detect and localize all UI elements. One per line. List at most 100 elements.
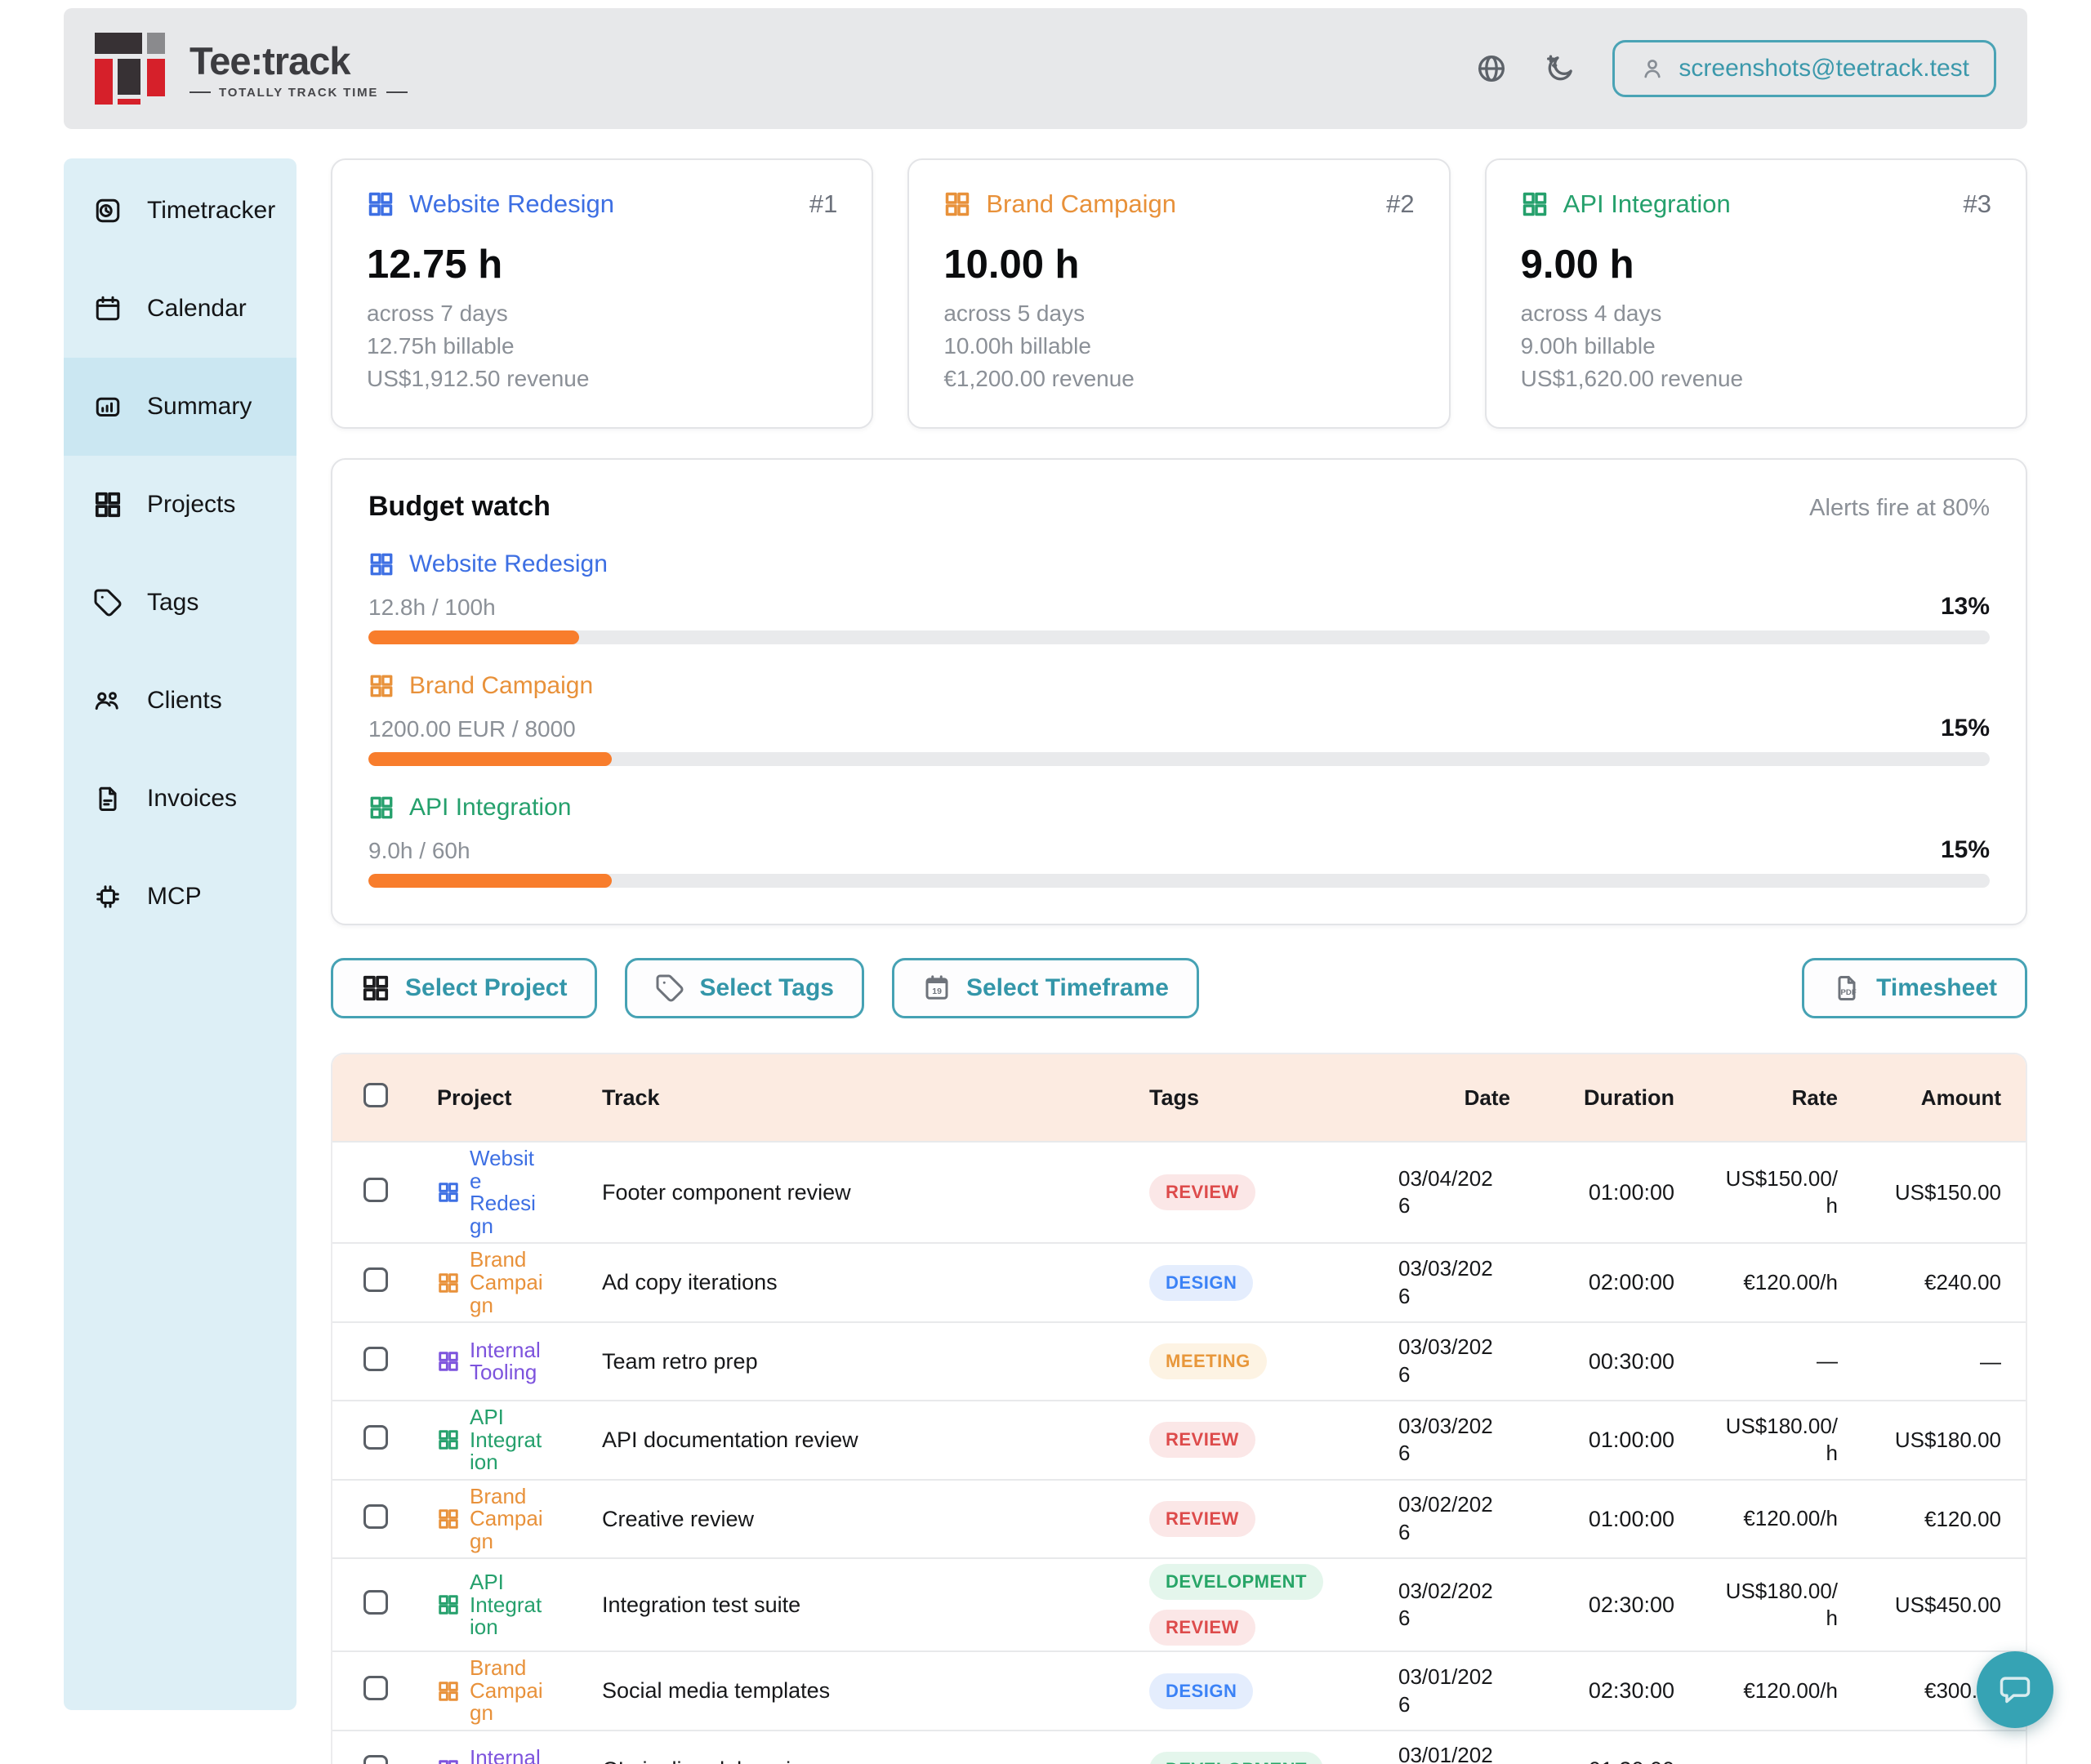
project-link[interactable]: Website Redesign xyxy=(470,1147,543,1237)
row-checkbox[interactable] xyxy=(363,1676,388,1700)
budget-usage: 12.8h / 100h xyxy=(368,595,496,621)
chat-support-button[interactable] xyxy=(1977,1651,2053,1728)
tags-cell: DEVELOPMENT xyxy=(1143,1752,1392,1764)
entry-date: 03/01/2026 xyxy=(1392,1742,1510,1764)
tag-badge: REVIEW xyxy=(1149,1610,1255,1646)
entry-date: 03/03/2026 xyxy=(1392,1413,1510,1468)
project-link[interactable]: API Integration xyxy=(470,1406,543,1474)
budget-percent: 13% xyxy=(1941,593,1990,621)
row-checkbox[interactable] xyxy=(363,1755,388,1764)
entry-amount: US$450.00 xyxy=(1838,1592,2001,1618)
row-checkbox[interactable] xyxy=(363,1504,388,1529)
tags-cell: REVIEW xyxy=(1143,1174,1392,1210)
entry-date: 03/02/2026 xyxy=(1392,1491,1510,1547)
budget-progress-track xyxy=(368,630,1990,644)
project-grid-icon xyxy=(943,190,971,218)
table-row: API Integration API documentation reviewR… xyxy=(332,1400,2026,1479)
main-content: Website Redesign#112.75 hacross 7 days12… xyxy=(331,158,2027,1764)
row-checkbox[interactable] xyxy=(363,1267,388,1292)
tags-cell: DESIGN xyxy=(1143,1265,1392,1301)
entry-rate: — xyxy=(1674,1756,1838,1764)
entry-rate: US$180.00/h xyxy=(1674,1578,1838,1633)
project-grid-icon xyxy=(437,1508,460,1530)
project-hours: 12.75 h xyxy=(367,242,837,287)
entry-duration: 01:00:00 xyxy=(1510,1428,1674,1453)
tags-cell: DESIGN xyxy=(1143,1673,1392,1709)
entry-amount: — xyxy=(1838,1757,2001,1764)
entry-duration: 02:30:00 xyxy=(1510,1678,1674,1704)
budget-row: Website Redesign 12.8h / 100h 13% xyxy=(368,550,1990,644)
column-header-rate: Rate xyxy=(1674,1085,1838,1111)
language-globe-icon[interactable] xyxy=(1475,52,1508,85)
project-card-link[interactable]: API Integration xyxy=(1563,189,1731,219)
user-email: screenshots@teetrack.test xyxy=(1679,55,1969,82)
table-row: Internal ToolingCI pipeline debuggingDEV… xyxy=(332,1730,2026,1764)
select-tags-button[interactable]: Select Tags xyxy=(625,958,864,1018)
sidebar-item-summary[interactable]: Summary xyxy=(64,358,296,456)
budget-project-link[interactable]: Brand Campaign xyxy=(368,672,1990,700)
select-timeframe-button[interactable]: 19 Select Timeframe xyxy=(892,958,1199,1018)
sidebar-item-calendar[interactable]: Calendar xyxy=(64,260,296,358)
track-description: API documentation review xyxy=(569,1428,1143,1453)
sidebar-item-clients[interactable]: Clients xyxy=(64,652,296,750)
budget-percent: 15% xyxy=(1941,836,1990,864)
row-checkbox[interactable] xyxy=(363,1178,388,1202)
project-card-link[interactable]: Website Redesign xyxy=(409,189,614,219)
tag-badge: REVIEW xyxy=(1149,1174,1255,1210)
table-row: API IntegrationIntegration test suiteDEV… xyxy=(332,1557,2026,1650)
project-link[interactable]: Brand Campaign xyxy=(470,1486,543,1553)
budget-percent: 15% xyxy=(1941,715,1990,742)
grid-icon xyxy=(361,973,390,1003)
budget-project-link[interactable]: API Integration xyxy=(368,794,1990,822)
row-checkbox[interactable] xyxy=(363,1425,388,1450)
sidebar-item-tags[interactable]: Tags xyxy=(64,554,296,652)
sidebar-item-projects[interactable]: Projects xyxy=(64,456,296,554)
entry-date: 03/01/2026 xyxy=(1392,1664,1510,1719)
pdf-file-icon: PDF xyxy=(1832,973,1861,1003)
project-card-website-redesign: Website Redesign#112.75 hacross 7 days12… xyxy=(331,158,873,429)
project-rank: #1 xyxy=(809,189,837,219)
sidebar-item-mcp[interactable]: MCP xyxy=(64,848,296,946)
column-header-project: Project xyxy=(414,1085,569,1111)
track-description: Creative review xyxy=(569,1507,1143,1532)
project-link[interactable]: Brand Campaign xyxy=(470,1657,543,1725)
row-checkbox[interactable] xyxy=(363,1347,388,1371)
tags-cell: REVIEW xyxy=(1143,1422,1392,1458)
sidebar-item-invoices[interactable]: Invoices xyxy=(64,750,296,848)
budget-project-link[interactable]: Website Redesign xyxy=(368,550,1990,578)
sidebar-item-timetracker[interactable]: Timetracker xyxy=(64,162,296,260)
row-checkbox[interactable] xyxy=(363,1590,388,1615)
project-card-link[interactable]: Brand Campaign xyxy=(986,189,1176,219)
table-row: Brand CampaignSocial media templatesDESI… xyxy=(332,1650,2026,1730)
entry-amount: — xyxy=(1838,1349,2001,1374)
track-description: Ad copy iterations xyxy=(569,1270,1143,1295)
summary-cards: Website Redesign#112.75 hacross 7 days12… xyxy=(331,158,2027,429)
budget-row: Brand Campaign 1200.00 EUR / 8000 15% xyxy=(368,672,1990,766)
project-link[interactable]: Brand Campaign xyxy=(470,1249,543,1316)
select-project-button[interactable]: Select Project xyxy=(331,958,597,1018)
entry-amount: US$180.00 xyxy=(1838,1428,2001,1453)
dark-mode-moon-icon[interactable] xyxy=(1544,52,1576,85)
calendar-19-icon: 19 xyxy=(922,973,952,1003)
project-grid-icon xyxy=(368,795,395,821)
select-all-checkbox[interactable] xyxy=(363,1083,388,1107)
tag-icon xyxy=(655,973,684,1003)
user-account-button[interactable]: screenshots@teetrack.test xyxy=(1612,40,1996,97)
project-grid-icon xyxy=(368,551,395,577)
track-description: Footer component review xyxy=(569,1180,1143,1205)
project-link[interactable]: API Integration xyxy=(470,1571,543,1639)
project-link[interactable]: Internal Tooling xyxy=(470,1339,543,1384)
budget-usage: 1200.00 EUR / 8000 xyxy=(368,716,576,742)
column-header-duration: Duration xyxy=(1510,1085,1674,1111)
column-header-tags: Tags xyxy=(1143,1085,1392,1111)
project-card-stats: across 5 days10.00h billable€1,200.00 re… xyxy=(943,297,1414,394)
entry-date: 03/03/2026 xyxy=(1392,1334,1510,1389)
project-rank: #3 xyxy=(1964,189,1991,219)
tag-badge: DEVELOPMENT xyxy=(1149,1564,1323,1600)
entry-amount: US$150.00 xyxy=(1838,1180,2001,1205)
invoices-icon xyxy=(93,784,123,813)
entry-rate: US$150.00/h xyxy=(1674,1165,1838,1221)
timesheet-export-button[interactable]: PDF Timesheet xyxy=(1802,958,2027,1018)
tags-icon xyxy=(93,588,123,617)
project-link[interactable]: Internal Tooling xyxy=(470,1747,543,1764)
